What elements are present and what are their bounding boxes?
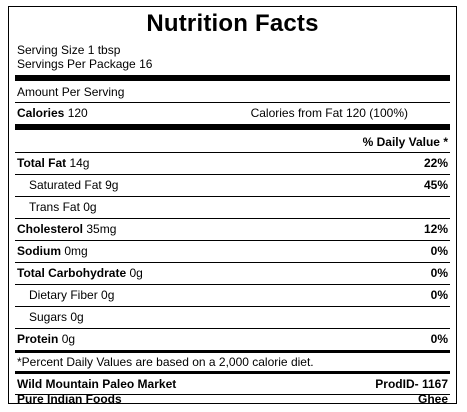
nutrient-dv: 0% <box>430 332 448 346</box>
dv-header: % Daily Value * <box>362 135 448 149</box>
divider-thick <box>15 124 450 130</box>
nutrient-amount: 9g <box>105 178 119 192</box>
divider <box>15 218 450 219</box>
divider-medium <box>15 371 450 374</box>
calories-text: Calories 120 <box>17 106 88 120</box>
nutrient-dv: 0% <box>430 266 448 280</box>
nutrient-amount: 0mg <box>64 244 88 258</box>
footnote: *Percent Daily Values are based on a 2,0… <box>17 355 314 369</box>
nutrient-amount: 0g <box>101 288 115 302</box>
divider <box>15 174 450 175</box>
divider <box>15 394 450 395</box>
nutrient-label: Total Fat <box>17 156 67 170</box>
calories-from-fat: Calories from Fat 120 (100%) <box>250 106 408 120</box>
divider <box>15 284 450 285</box>
calories-row: Calories 120 Calories from Fat 120 (100%… <box>17 103 448 123</box>
calories-label: Calories <box>17 106 65 120</box>
store-row: Wild Mountain Paleo Market ProdID- 1167 <box>17 374 448 394</box>
divider <box>15 152 450 153</box>
prod-id: ProdID- 1167 <box>375 377 448 391</box>
product-brand: Pure Indian Foods <box>17 392 122 406</box>
nutrient-amount: 35mg <box>86 222 117 236</box>
divider <box>15 240 450 241</box>
nutrient-row-dietary-fiber: Dietary Fiber 0g 0% <box>29 285 448 305</box>
nutrient-dv: 0% <box>430 244 448 258</box>
store-name: Wild Mountain Paleo Market <box>17 377 177 391</box>
divider <box>15 262 450 263</box>
divider <box>15 306 450 307</box>
nutrient-label: Sodium <box>17 244 61 258</box>
nutrient-row-trans-fat: Trans Fat 0g <box>29 197 448 217</box>
nutrient-amount: 14g <box>69 156 90 170</box>
calories-value: 120 <box>67 106 88 120</box>
nutrient-label: Protein <box>17 332 59 346</box>
divider <box>15 196 450 197</box>
nutrient-label: Saturated Fat <box>29 178 102 192</box>
dv-header-row: % Daily Value * <box>17 132 448 152</box>
nutrient-dv: 12% <box>423 222 448 236</box>
nutrient-row-cholesterol: Cholesterol 35mg 12% <box>17 219 448 239</box>
divider-medium <box>15 350 450 353</box>
serving-size: Serving Size 1 tbsp <box>17 43 121 57</box>
nutrient-label: Trans Fat <box>29 200 80 214</box>
nutrient-label: Dietary Fiber <box>29 288 98 302</box>
divider <box>15 328 450 329</box>
nutrient-label: Total Carbohydrate <box>17 266 127 280</box>
label-title: Nutrition Facts <box>146 10 319 37</box>
divider-thick <box>15 75 450 81</box>
divider <box>15 102 450 103</box>
nutrient-dv: 22% <box>423 156 448 170</box>
nutrient-row-total-carbohydrate: Total Carbohydrate 0g 0% <box>17 263 448 283</box>
nutrient-dv: 45% <box>423 178 448 192</box>
nutrient-amount: 0g <box>83 200 97 214</box>
nutrient-row-sugars: Sugars 0g <box>29 307 448 327</box>
nutrient-row-protein: Protein 0g 0% <box>17 329 448 349</box>
nutrient-row-total-fat: Total Fat 14g 22% <box>17 153 448 173</box>
product-name: Ghee <box>417 392 448 406</box>
nutrient-amount: 0g <box>61 332 76 346</box>
servings-per-package: Servings Per Package 16 <box>17 57 153 71</box>
nutrient-amount: 0g <box>70 310 84 324</box>
nutrient-label: Cholesterol <box>17 222 84 236</box>
nutrition-facts-label: Nutrition Facts Serving Size 1 tbsp Serv… <box>8 6 457 406</box>
nutrient-label: Sugars <box>29 310 68 324</box>
nutrient-row-sodium: Sodium 0mg 0% <box>17 241 448 261</box>
nutrient-amount: 0g <box>129 266 143 280</box>
nutrient-row-saturated-fat: Saturated Fat 9g 45% <box>29 175 448 195</box>
amount-per-serving: Amount Per Serving <box>17 85 125 99</box>
product-row: Pure Indian Foods Ghee <box>17 392 448 406</box>
nutrient-dv: 0% <box>430 288 448 302</box>
